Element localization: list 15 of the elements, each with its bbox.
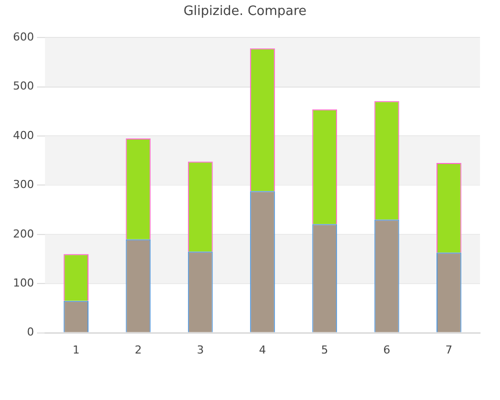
x-tick-label: 5 bbox=[321, 343, 328, 356]
x-tick-label: 4 bbox=[259, 343, 266, 356]
x-tick-label: 7 bbox=[445, 343, 452, 356]
y-tick-label: 500 bbox=[12, 80, 34, 93]
y-tick-label: 0 bbox=[26, 326, 34, 339]
y-tick-label: 200 bbox=[12, 227, 34, 240]
x-tick-label: 6 bbox=[383, 343, 390, 356]
x-tick-label: 2 bbox=[134, 343, 142, 356]
y-tick-label: 100 bbox=[12, 276, 34, 290]
chart-title: Glipizide. Compare bbox=[183, 4, 307, 20]
x-tick-label: 3 bbox=[196, 343, 204, 356]
x-tick-label: 1 bbox=[72, 343, 80, 356]
y-tick-label: 300 bbox=[12, 178, 34, 192]
y-tick-label: 400 bbox=[12, 128, 34, 142]
y-tick-label: 600 bbox=[12, 30, 34, 44]
